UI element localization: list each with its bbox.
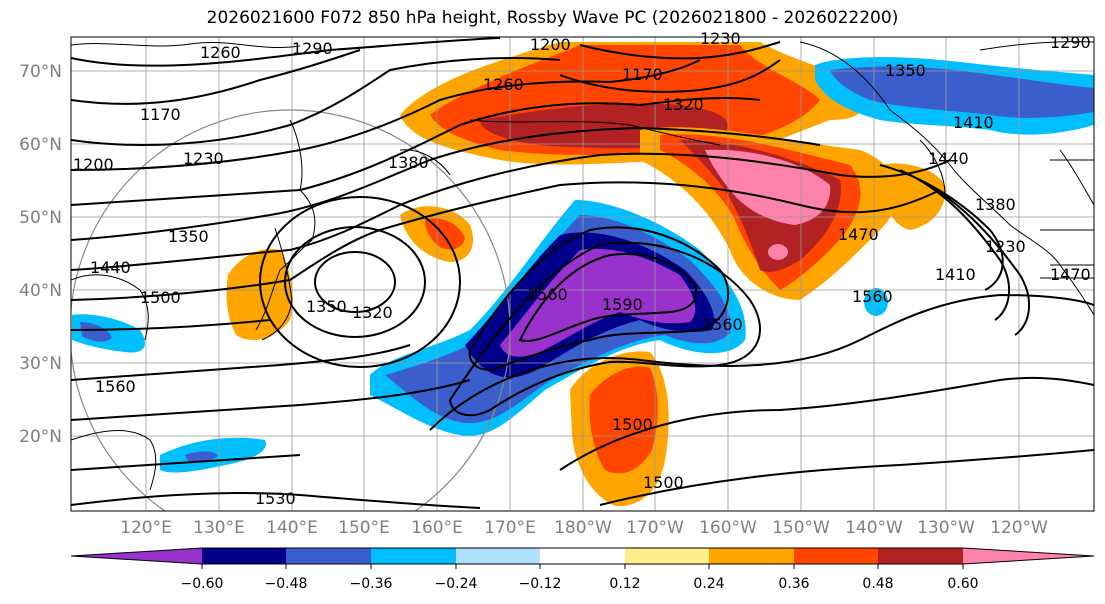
colorbar-segment [456,548,540,564]
colorbar-segment [625,548,709,564]
colorbar-tick-label: −0.60 [181,576,224,592]
negative-anomaly-central-core [500,248,696,357]
contour-label: 1170 [140,105,181,124]
contour-label: 1200 [73,155,114,174]
contour-label: 1380 [388,153,429,172]
map-frame [70,36,1095,512]
lat-label: 60°N [19,135,62,155]
contour-label: 1200 [530,35,571,54]
colorbar-tick-label: 0.48 [862,576,893,592]
colorbar-segment [963,548,1094,564]
positive-anomaly-spot [768,244,788,260]
positive-anomaly-japan [226,248,293,340]
contour-label: 1320 [352,303,393,322]
lon-label: 130°E [193,518,245,538]
lat-label: 30°N [19,354,62,374]
contour-label: 1500 [612,415,653,434]
lon-label: 130°W [917,518,975,538]
lat-label: 20°N [19,427,62,447]
colorbar-segment [371,548,456,564]
colorbar-segment [540,548,625,564]
colorbar-tick-label: −0.36 [350,576,393,592]
positive-anomaly-coast [880,163,946,230]
contour-label: 1350 [306,297,347,316]
colorbar-segment [71,548,202,564]
lat-label: 40°N [19,281,62,301]
colorbar: −0.60 −0.48 −0.36 −0.24 −0.12 0.12 0.24 … [70,547,1095,592]
lat-label: 50°N [19,208,62,228]
contour-label: 1320 [663,95,704,114]
lon-label: 140°W [845,518,903,538]
contour-label: 1230 [700,29,741,48]
colorbar-tick-label: 0.24 [693,576,724,592]
lon-label: 120°W [990,518,1048,538]
lon-label: 160°W [699,518,757,538]
contour-label: 1470 [1050,265,1091,284]
contour-label: 1560 [95,377,136,396]
contour-label: 1470 [838,225,879,244]
contour-label: 1500 [643,473,684,492]
contour-label: 1440 [928,149,969,168]
colorbar-segment [878,548,963,564]
lon-label: 180°W [554,518,612,538]
colorbar-tick-label: 0.36 [778,576,809,592]
contour-label: 1350 [168,227,209,246]
lon-label: 120°E [120,518,172,538]
map-title: 2026021600 F072 850 hPa height, Rossby W… [206,8,899,28]
negative-anomaly-north-east-inner [830,66,1094,118]
colorbar-tick-label: −0.24 [435,576,478,592]
contour-label: 1410 [953,113,994,132]
lon-label: 160°E [411,518,463,538]
positive-anomaly-south-inner [589,366,658,474]
colorbar-segment [794,548,878,564]
lat-label: 70°N [19,62,62,82]
graticule [71,37,1094,511]
contour-label: 1560 [702,315,743,334]
colorbar-tick-label: 0.12 [609,576,640,592]
longitude-labels: 120°E 130°E 140°E 150°E 160°E 170°E 180°… [120,518,1048,538]
lon-label: 170°E [484,518,536,538]
height-contours [71,37,1094,509]
contour-label: 1260 [200,43,241,62]
colorbar-tick-label: 0.60 [947,576,978,592]
lon-label: 170°W [626,518,684,538]
colorbar-segment [286,548,371,564]
lon-label: 140°E [266,518,318,538]
contour-label: 1260 [483,75,524,94]
colorbar-tick-label: −0.48 [265,576,308,592]
colorbar-tick-label: −0.12 [519,576,562,592]
negative-anomaly-southwest-inner [185,451,218,463]
contour-label: 1230 [985,237,1026,256]
contour-label: 1290 [292,39,333,58]
contour-label: 1290 [1050,33,1091,52]
colorbar-segment [709,548,794,564]
colorbar-segments [70,547,1095,565]
colorbar-ticks [201,564,964,569]
negative-anomaly-small-east [864,288,888,316]
contour-label: 1560 [527,285,568,304]
contour-label: 1350 [885,61,926,80]
negative-anomaly-west-inner [80,322,112,342]
lon-label: 150°E [338,518,390,538]
contour-label: 1230 [183,149,224,168]
colorbar-tick-labels: −0.60 −0.48 −0.36 −0.24 −0.12 0.12 0.24 … [181,576,979,592]
contour-label: 1560 [852,287,893,306]
contour-label-group: 1260 1290 1200 1230 1170 1290 1170 1260 … [73,29,1091,508]
lon-label: 150°W [772,518,830,538]
colorbar-segment [202,548,286,564]
contour-label: 1170 [622,65,663,84]
contour-label: 1440 [90,258,131,277]
contour-label: 1410 [935,265,976,284]
range-circle [71,109,511,511]
latitude-labels: 70°N 60°N 50°N 40°N 30°N 20°N [19,62,62,447]
contour-label: 1380 [975,195,1016,214]
contour-label: 1500 [140,288,181,307]
contour-label: 1590 [602,295,643,314]
contour-label: 1530 [255,489,296,508]
